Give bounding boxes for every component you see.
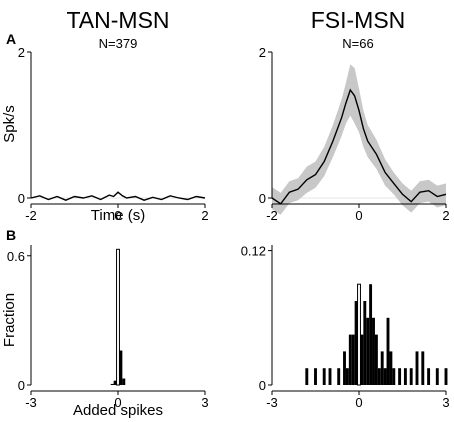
panel-tan-hist: -3 0 300.6 [7,245,209,410]
fsi-hist-bar [444,368,448,385]
fsi-hist-bar [383,368,387,385]
fsi-hist-bar [427,368,431,385]
tan-hist-y-tick-label: 0 [18,378,25,393]
xlabel-time: Time (s) [91,207,145,224]
tan-hist-bar [116,248,120,386]
fsi-hist-bar [322,368,326,385]
tan-hist-bar [119,350,123,385]
tan-rate-y-tick-label: 2 [18,45,25,60]
fsi-hist-bar [328,368,332,385]
fsi-hist-bar [369,284,373,385]
fsi-rate-x-tick-label: 2 [442,208,449,223]
fsi-hist-bar [403,368,407,385]
fsi-rate-y-tick-label: 0 [259,191,266,206]
fsi-hist-bar [354,301,358,385]
tan-rate-x-tick-label: 2 [201,208,208,223]
fsi-hist-bar [348,334,352,385]
fsi-hist-bar [389,351,393,385]
tan-hist-x-tick-label: 3 [201,395,208,410]
fsi-hist-bar [314,368,317,385]
tan-rate-series-line [30,191,206,201]
fsi-hist-x-tick-label: 3 [442,395,449,410]
panel-label-b: B [6,227,16,243]
fsi-hist-bar [421,351,425,385]
fsi-hist-bar [386,317,390,385]
tan-rate-y-tick-label: 0 [18,191,25,206]
fsi-hist-bar [305,368,309,385]
fsi-hist-bar [435,368,439,385]
fsi-rate-y-tick-label: 2 [259,45,266,60]
ylabel-fraction: Fraction [1,293,18,347]
fsi-hist-bar [360,334,364,385]
tan-hist-x-tick-label: 0 [114,395,121,410]
fsi-hist-bar [374,334,378,385]
tan-hist-bar [122,378,126,385]
fsi-hist-y-tick-label: 0 [259,378,266,393]
fsi-hist-bar [363,301,367,385]
fsi-hist-bar [343,351,346,385]
title-tan-msn: TAN-MSN [66,7,169,33]
fsi-hist-bar [351,334,355,385]
fsi-hist-bar [357,283,361,386]
fsi-hist-bar [337,368,341,385]
xlabel-added-spikes: Added spikes [73,402,163,419]
tan-rate-x-tick-label: 0 [114,208,121,223]
panel-fsi-rate: -2 0 202 [259,45,450,223]
tan-hist-bar [113,380,117,385]
fsi-hist-bar [366,317,370,385]
fsi-rate-error-band [272,64,446,215]
tan-hist-x-tick-label: -3 [25,395,37,410]
fsi-rate-x-tick-label: -2 [266,208,278,223]
fsi-hist-y-tick-label: 0.12 [241,244,266,259]
fsi-hist-bar [372,317,375,385]
tan-hist-bar [110,383,114,385]
fsi-hist-bar [398,368,402,385]
fsi-hist-bar [345,368,349,385]
tan-hist-y-tick-label: 0.6 [7,249,25,264]
n-label-tan: N=379 [99,36,138,51]
title-fsi-msn: FSI-MSN [311,7,406,33]
fsi-rate-series-line [271,88,447,205]
fsi-hist-bar [380,351,384,385]
n-label-fsi: N=66 [342,36,373,51]
fsi-hist-bar [392,368,396,385]
ylabel-spk-s: Spk/s [1,105,18,143]
fsi-hist-bar [377,368,381,385]
fsi-rate-x-tick-label: 0 [355,208,362,223]
fsi-hist-bar [415,351,419,385]
panel-label-a: A [6,31,16,47]
fsi-hist-x-tick-label: -3 [266,395,278,410]
fsi-hist-x-tick-label: 0 [355,395,362,410]
tan-rate-x-tick-label: -2 [25,208,37,223]
panel-tan-rate: -2 0 202 [18,45,209,223]
fsi-hist-bar [409,368,413,385]
panel-fsi-hist: -3 0 300.12 [241,244,450,410]
